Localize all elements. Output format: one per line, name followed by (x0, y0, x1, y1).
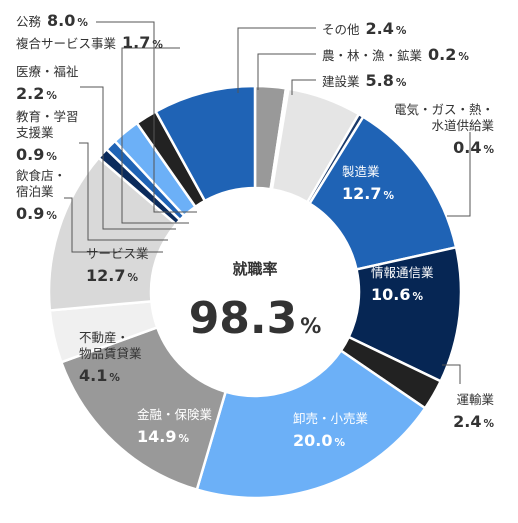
label-agri: 農・林・漁・鉱業 0.2% (322, 45, 469, 64)
label-retail-value: 20.0% (293, 431, 345, 450)
label-retail: 卸売・小売業 20.0% (293, 411, 369, 450)
label-realestate-value: 4.1% (79, 366, 120, 385)
leader-line-6 (121, 47, 189, 224)
label-public: 公務 8.0% (16, 11, 88, 30)
label-info-name-0: 情報通信業 (371, 265, 434, 280)
label-other: その他 2.4% (322, 19, 407, 38)
slice-7 (195, 348, 427, 500)
leader-line-4 (442, 364, 461, 384)
label-food-name-1: 宿泊業 (16, 184, 54, 199)
leader-line-7 (80, 86, 176, 230)
label-food-name-0: 飲食店・ (16, 168, 66, 183)
label-finance: 金融・保険業 14.9% (137, 407, 213, 446)
label-realestate-name-1: 物品賃貸業 (79, 346, 142, 361)
center-title: 就職率 (232, 260, 277, 278)
leader-line-5 (96, 21, 197, 213)
label-edu-name-1: 支援業 (16, 125, 54, 140)
label-medical-name-0: 医療・福祉 (16, 64, 79, 79)
label-other-name: その他 2.4% (322, 19, 407, 38)
donut-slices (47, 84, 463, 500)
label-medical: 医療・福祉 2.2% (16, 64, 79, 103)
label-finance-value: 14.9% (137, 427, 189, 446)
label-finance-name-0: 金融・保険業 (137, 407, 213, 422)
label-compound: 複合サービス事業 1.7% (16, 33, 163, 52)
slice-labels: その他 2.4 % 農・林・漁・鉱業 0.2 % 建設業 5.8 % 電気・ガス・熱・水道供給業 0… (16, 11, 494, 450)
label-transport: 運輸業 2.4% (453, 392, 494, 431)
label-constr: 建設業 5.8% (322, 71, 407, 90)
center-value: 98.3% (189, 293, 322, 344)
leader-line-9 (64, 197, 163, 253)
leader-lines (64, 21, 471, 384)
leader-line-1 (257, 53, 316, 90)
label-edu-name-0: 教育・学習 (16, 109, 79, 124)
label-agri-name: 農・林・漁・鉱業 0.2% (322, 45, 469, 64)
label-realestate: 不動産・物品賃貸業 4.1% (79, 330, 142, 385)
label-retail-name-0: 卸売・小売業 (293, 411, 369, 426)
label-utility-name-1: 水道供給業 (431, 118, 494, 133)
leader-line-2 (291, 79, 316, 95)
label-service: サービス業 12.7% (86, 246, 149, 285)
label-food-value: 0.9% (16, 204, 57, 223)
slice-15 (153, 84, 257, 203)
label-public-name: 公務 8.0% (16, 11, 88, 30)
label-utility: 電気・ガス・熱・水道供給業 0.4% (394, 102, 495, 157)
label-info: 情報通信業 10.6% (371, 265, 434, 304)
leader-line-3 (447, 132, 471, 217)
label-utility-value: 0.4% (453, 138, 494, 157)
label-service-value: 12.7% (86, 266, 138, 285)
slice-8 (59, 325, 228, 492)
label-service-name-0: サービス業 (86, 246, 149, 261)
label-mfg: 製造業 12.7% (342, 164, 394, 203)
label-utility-name-0: 電気・ガス・熱・ (394, 102, 494, 117)
label-transport-value: 2.4% (453, 412, 494, 431)
label-constr-name: 建設業 5.8% (322, 71, 407, 90)
label-mfg-name-0: 製造業 (342, 164, 380, 179)
label-food: 飲食店・宿泊業 0.9% (16, 168, 66, 223)
label-transport-name-0: 運輸業 (456, 392, 494, 407)
center-summary: 就職率 98.3% (189, 260, 322, 344)
label-realestate-name-0: 不動産・ (79, 330, 129, 345)
label-info-value: 10.6% (371, 285, 423, 304)
label-mfg-value: 12.7% (342, 184, 394, 203)
label-compound-name: 複合サービス事業 1.7% (16, 33, 163, 52)
leader-line-0 (237, 27, 316, 93)
leader-line-8 (79, 142, 168, 241)
label-edu-value: 0.9% (16, 145, 57, 164)
label-medical-value: 2.2% (16, 84, 57, 103)
